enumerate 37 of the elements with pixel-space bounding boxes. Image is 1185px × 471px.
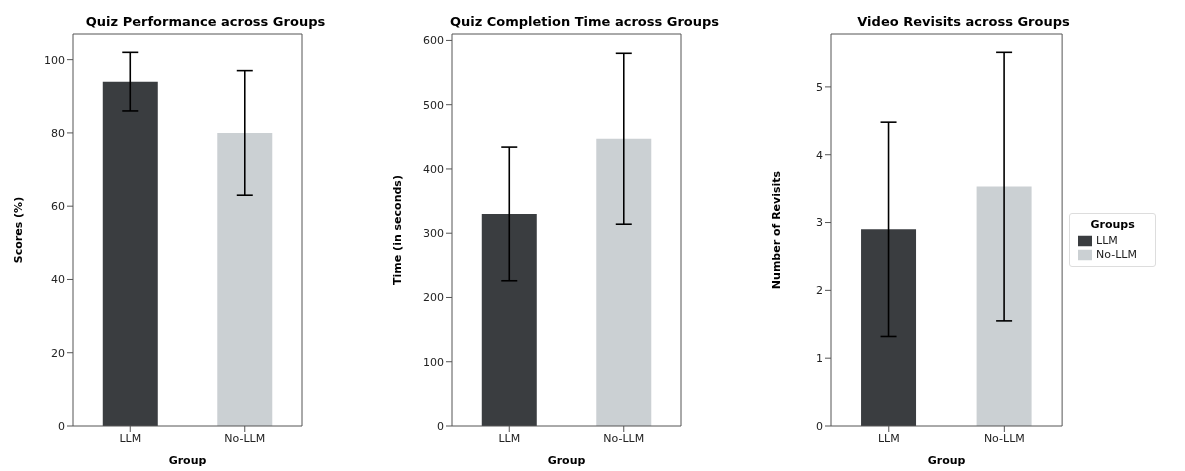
x-tick-label: LLM <box>877 431 900 445</box>
y-tick-label: 4 <box>816 148 823 162</box>
x-axis-title: Group <box>927 454 966 467</box>
chart-title: Video Revisits across Groups <box>856 14 1071 29</box>
chart-title: Quiz Completion Time across Groups <box>448 14 721 29</box>
y-tick-label: 100 <box>423 355 444 369</box>
x-tick-label: No-LLM <box>983 431 1025 445</box>
y-axis-title: Scores (%) <box>11 196 25 264</box>
y-tick-label: 40 <box>51 273 65 287</box>
x-tick-label: No-LLM <box>224 431 266 445</box>
y-tick-label: 100 <box>44 53 65 67</box>
chart-title: Quiz Performance across Groups <box>84 14 327 29</box>
y-axis-title: Number of Revisits <box>769 170 783 290</box>
x-tick-label: LLM <box>498 431 521 445</box>
y-tick-label: 2 <box>816 284 823 298</box>
x-tick-label: LLM <box>119 431 142 445</box>
x-axis-title: Group <box>547 454 586 467</box>
y-tick-label: 80 <box>51 126 65 140</box>
x-tick-label: No-LLM <box>603 431 645 445</box>
y-tick-label: 3 <box>816 216 823 230</box>
x-axis-title: Group <box>168 454 207 467</box>
y-tick-label: 20 <box>51 346 65 360</box>
y-tick-label: 500 <box>423 98 444 112</box>
legend-label: LLM <box>1096 233 1118 247</box>
y-tick-label: 5 <box>816 80 823 94</box>
y-tick-label: 300 <box>423 227 444 241</box>
y-tick-label: 400 <box>423 162 444 176</box>
legend-label: No-LLM <box>1096 247 1137 261</box>
y-tick-label: 0 <box>58 419 65 433</box>
y-tick-label: 60 <box>51 200 65 214</box>
legend-title: Groups <box>1089 217 1136 231</box>
y-tick-label: 1 <box>816 352 823 366</box>
y-tick-label: 600 <box>423 34 444 48</box>
y-tick-label: 200 <box>423 291 444 305</box>
y-axis-title: Time (in seconds) <box>390 175 404 285</box>
y-tick-label: 0 <box>437 419 444 433</box>
y-tick-label: 0 <box>816 419 823 433</box>
